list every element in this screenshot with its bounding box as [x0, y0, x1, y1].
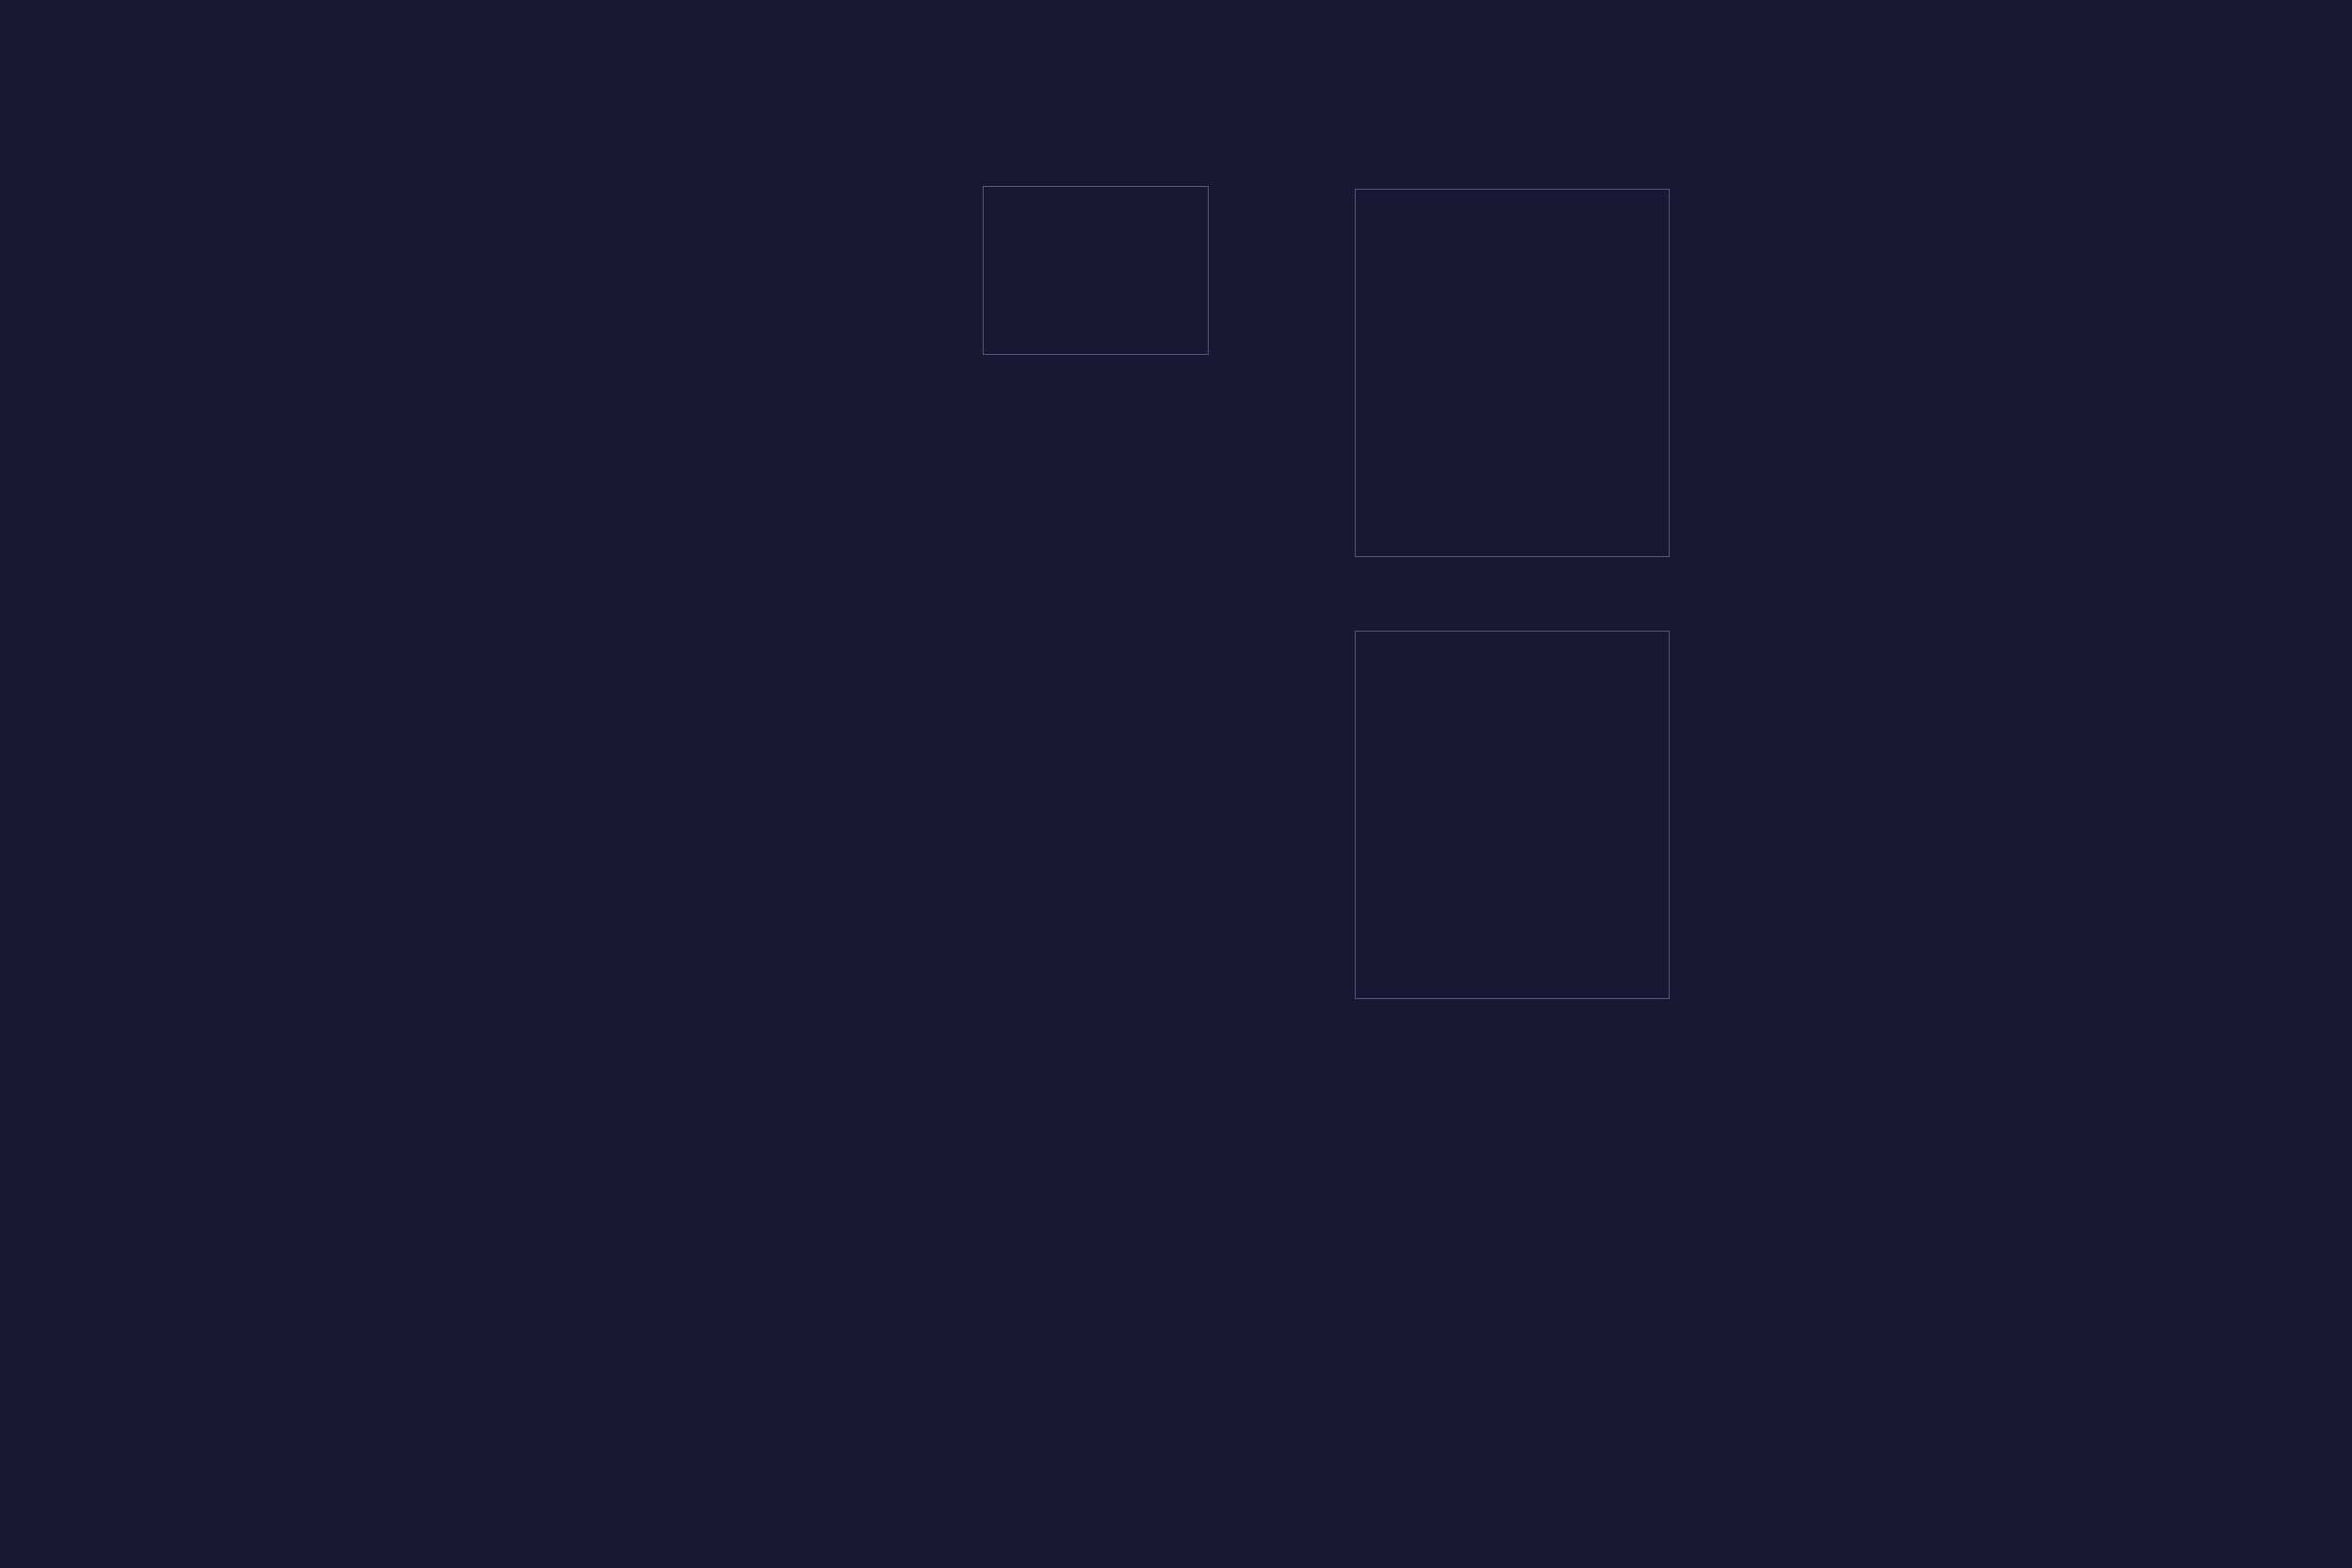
negative-drivers-pie: [1388, 1161, 1615, 1388]
leaving-chart-panel: [1355, 189, 1670, 557]
population-key-items: [984, 200, 1208, 327]
depression-chart-panel: [1355, 631, 1670, 999]
population-key-panel: [983, 186, 1209, 355]
